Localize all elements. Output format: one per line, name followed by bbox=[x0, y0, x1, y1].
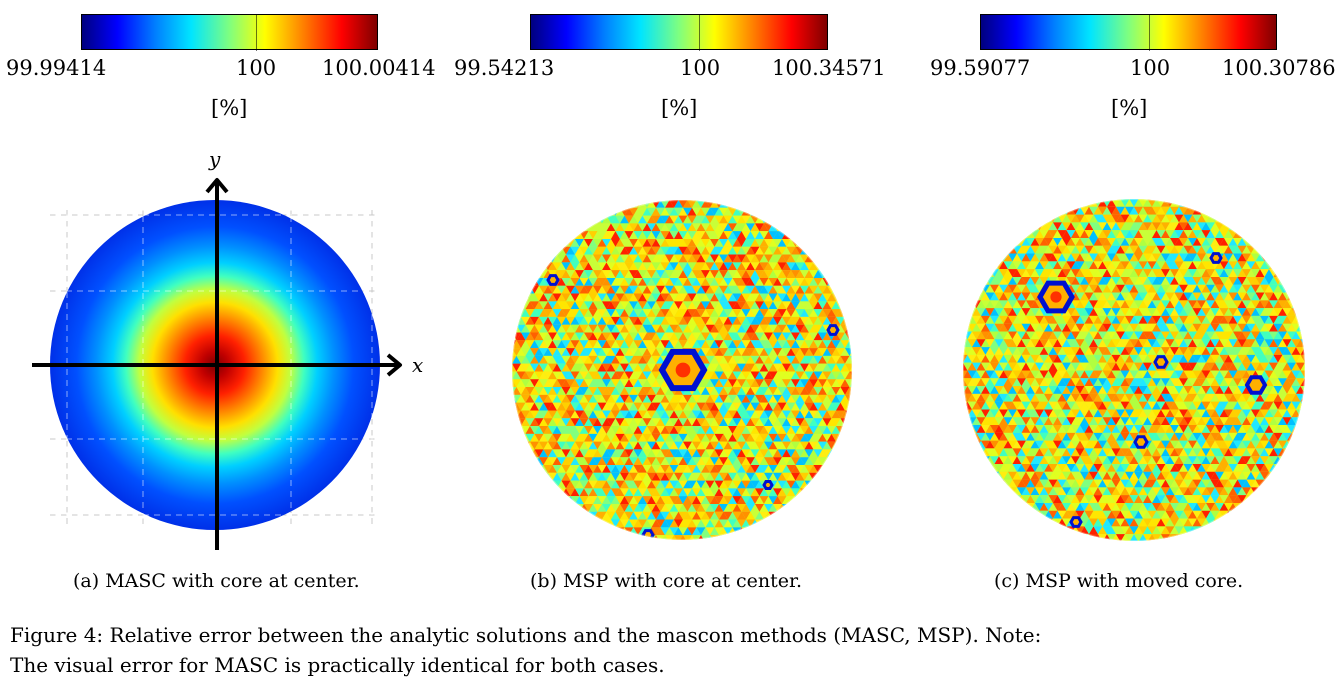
colorbar-a-mid-tick bbox=[256, 15, 257, 51]
colorbar-b-min-label: 99.54213 bbox=[454, 56, 555, 80]
colorbar-c-min-label: 99.59077 bbox=[930, 56, 1031, 80]
colorbar-b bbox=[530, 14, 828, 51]
figure-caption-line-1: Figure 4: Relative error between the ana… bbox=[10, 623, 1042, 647]
colorbar-a bbox=[81, 14, 378, 51]
colorbar-b-mid-tick bbox=[699, 15, 700, 51]
colorbar-a-mid-label: 100 bbox=[236, 56, 277, 80]
figure-caption-line-2: The visual error for MASC is practically… bbox=[10, 653, 665, 677]
masc-disk-plot: x y bbox=[32, 147, 423, 550]
msp-sphere-moved-plot bbox=[963, 199, 1305, 541]
caption-b: (b) MSP with core at center. bbox=[530, 570, 803, 592]
colorbar-a-max-label: 100.00414 bbox=[322, 56, 436, 80]
sphere-triangles bbox=[512, 200, 852, 540]
colorbar-c-unit: [%] bbox=[1111, 96, 1148, 120]
sphere-triangles bbox=[963, 199, 1305, 541]
panel-b: 99.54213 100 100.34571 [%] (b) MSP with … bbox=[448, 0, 894, 600]
msp-sphere-center-plot bbox=[512, 200, 852, 540]
figure-caption: Figure 4: Relative error between the ana… bbox=[10, 620, 1330, 680]
colorbar-c-max-label: 100.30786 bbox=[1222, 56, 1336, 80]
axes-arrows bbox=[32, 178, 402, 550]
colorbar-c bbox=[980, 14, 1277, 51]
panel-a: 99.99414 100 100.00414 [%] bbox=[0, 0, 446, 600]
colorbar-b-unit: [%] bbox=[661, 96, 698, 120]
colorbar-b-mid-label: 100 bbox=[680, 56, 721, 80]
caption-a: (a) MASC with core at center. bbox=[73, 570, 360, 592]
colorbar-b-max-label: 100.34571 bbox=[772, 56, 886, 80]
colorbar-a-unit: [%] bbox=[211, 96, 248, 120]
colorbar-c-mid-label: 100 bbox=[1130, 56, 1171, 80]
colorbar-a-min-label: 99.99414 bbox=[6, 56, 107, 80]
colorbar-c-mid-tick bbox=[1149, 15, 1150, 51]
axis-x-label: x bbox=[412, 353, 423, 377]
panel-c: 99.59077 100 100.30786 [%] (c) MSP with … bbox=[896, 0, 1340, 600]
caption-c: (c) MSP with moved core. bbox=[994, 570, 1244, 592]
axis-y-label: y bbox=[208, 147, 221, 171]
